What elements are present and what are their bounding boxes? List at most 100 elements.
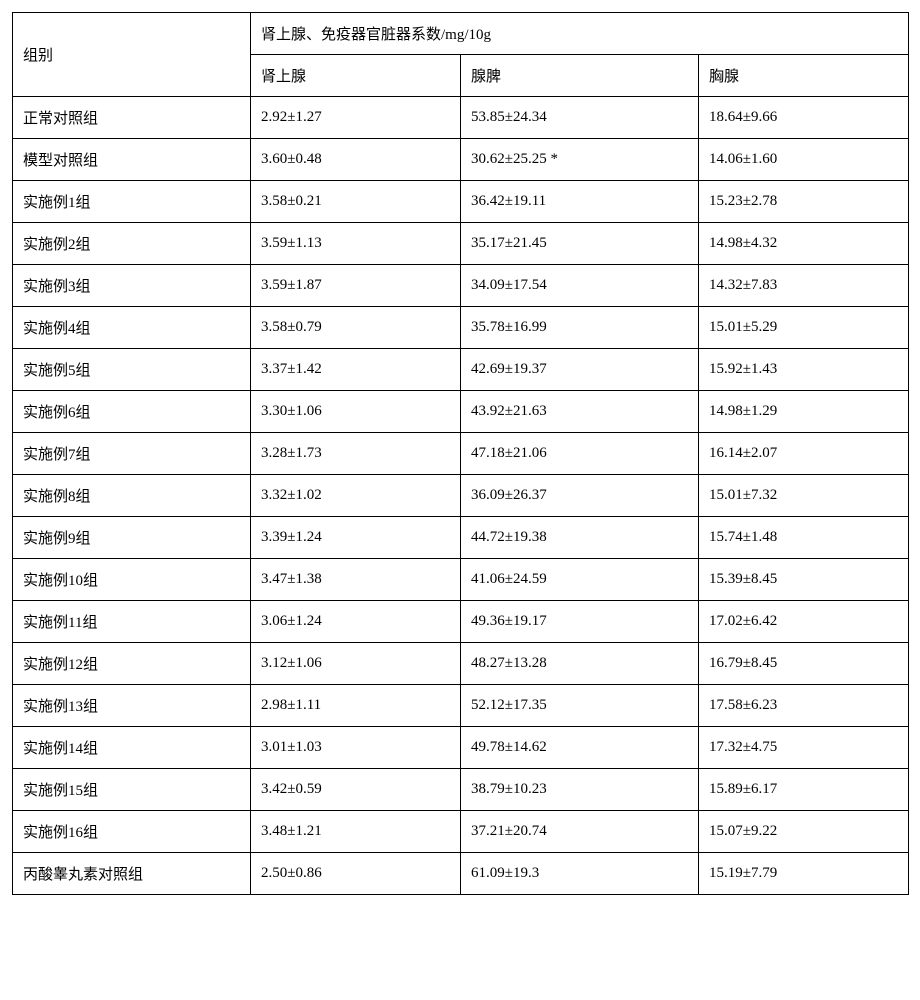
cell-thymus: 14.32±7.83 <box>699 265 909 307</box>
cell-adrenal: 3.37±1.42 <box>251 349 461 391</box>
cell-thymus: 16.14±2.07 <box>699 433 909 475</box>
cell-adrenal: 2.98±1.11 <box>251 685 461 727</box>
table-row: 实施例6组3.30±1.0643.92±21.6314.98±1.29 <box>13 391 909 433</box>
row-label: 实施例1组 <box>13 181 251 223</box>
table-row: 实施例5组3.37±1.4242.69±19.3715.92±1.43 <box>13 349 909 391</box>
cell-spleen: 36.42±19.11 <box>461 181 699 223</box>
col-header-spleen: 腺脾 <box>461 55 699 97</box>
row-label: 实施例10组 <box>13 559 251 601</box>
cell-spleen: 35.17±21.45 <box>461 223 699 265</box>
col-header-adrenal: 肾上腺 <box>251 55 461 97</box>
cell-thymus: 16.79±8.45 <box>699 643 909 685</box>
table-row: 丙酸睾丸素对照组2.50±0.8661.09±19.315.19±7.79 <box>13 853 909 895</box>
table-header-row-1: 组别 肾上腺、免疫器官脏器系数/mg/10g <box>13 13 909 55</box>
table-row: 实施例9组3.39±1.2444.72±19.3815.74±1.48 <box>13 517 909 559</box>
cell-adrenal: 3.48±1.21 <box>251 811 461 853</box>
cell-adrenal: 3.58±0.79 <box>251 307 461 349</box>
row-label: 实施例4组 <box>13 307 251 349</box>
table-row: 实施例16组3.48±1.2137.21±20.7415.07±9.22 <box>13 811 909 853</box>
cell-spleen: 37.21±20.74 <box>461 811 699 853</box>
cell-adrenal: 3.47±1.38 <box>251 559 461 601</box>
table-row: 模型对照组3.60±0.4830.62±25.25 *14.06±1.60 <box>13 139 909 181</box>
cell-spleen: 48.27±13.28 <box>461 643 699 685</box>
row-label: 实施例2组 <box>13 223 251 265</box>
cell-thymus: 17.58±6.23 <box>699 685 909 727</box>
cell-thymus: 15.19±7.79 <box>699 853 909 895</box>
cell-spleen: 41.06±24.59 <box>461 559 699 601</box>
row-label: 实施例8组 <box>13 475 251 517</box>
cell-adrenal: 3.32±1.02 <box>251 475 461 517</box>
table-row: 实施例14组3.01±1.0349.78±14.6217.32±4.75 <box>13 727 909 769</box>
cell-adrenal: 3.28±1.73 <box>251 433 461 475</box>
cell-thymus: 14.06±1.60 <box>699 139 909 181</box>
cell-thymus: 15.39±8.45 <box>699 559 909 601</box>
cell-thymus: 15.07±9.22 <box>699 811 909 853</box>
cell-thymus: 15.74±1.48 <box>699 517 909 559</box>
cell-spleen: 35.78±16.99 <box>461 307 699 349</box>
span-header: 肾上腺、免疫器官脏器系数/mg/10g <box>251 13 909 55</box>
row-label: 实施例11组 <box>13 601 251 643</box>
row-label: 实施例13组 <box>13 685 251 727</box>
cell-thymus: 15.01±7.32 <box>699 475 909 517</box>
table-body: 正常对照组2.92±1.2753.85±24.3418.64±9.66模型对照组… <box>13 97 909 895</box>
table-row: 实施例11组3.06±1.2449.36±19.1717.02±6.42 <box>13 601 909 643</box>
cell-spleen: 43.92±21.63 <box>461 391 699 433</box>
cell-adrenal: 3.01±1.03 <box>251 727 461 769</box>
table-row: 正常对照组2.92±1.2753.85±24.3418.64±9.66 <box>13 97 909 139</box>
table-row: 实施例7组3.28±1.7347.18±21.0616.14±2.07 <box>13 433 909 475</box>
row-label: 正常对照组 <box>13 97 251 139</box>
cell-thymus: 14.98±1.29 <box>699 391 909 433</box>
row-label: 模型对照组 <box>13 139 251 181</box>
cell-adrenal: 3.39±1.24 <box>251 517 461 559</box>
table-row: 实施例10组3.47±1.3841.06±24.5915.39±8.45 <box>13 559 909 601</box>
cell-thymus: 17.32±4.75 <box>699 727 909 769</box>
row-label: 实施例7组 <box>13 433 251 475</box>
cell-thymus: 17.02±6.42 <box>699 601 909 643</box>
row-label: 实施例12组 <box>13 643 251 685</box>
cell-thymus: 18.64±9.66 <box>699 97 909 139</box>
row-label: 实施例5组 <box>13 349 251 391</box>
cell-adrenal: 3.59±1.87 <box>251 265 461 307</box>
cell-adrenal: 3.30±1.06 <box>251 391 461 433</box>
row-label: 实施例14组 <box>13 727 251 769</box>
cell-spleen: 61.09±19.3 <box>461 853 699 895</box>
table-row: 实施例15组3.42±0.5938.79±10.2315.89±6.17 <box>13 769 909 811</box>
cell-adrenal: 3.58±0.21 <box>251 181 461 223</box>
table-row: 实施例4组3.58±0.7935.78±16.9915.01±5.29 <box>13 307 909 349</box>
col-header-thymus: 胸腺 <box>699 55 909 97</box>
cell-spleen: 53.85±24.34 <box>461 97 699 139</box>
cell-adrenal: 2.92±1.27 <box>251 97 461 139</box>
cell-adrenal: 3.60±0.48 <box>251 139 461 181</box>
row-label: 实施例9组 <box>13 517 251 559</box>
cell-thymus: 15.89±6.17 <box>699 769 909 811</box>
row-label: 实施例16组 <box>13 811 251 853</box>
table-row: 实施例13组2.98±1.1152.12±17.3517.58±6.23 <box>13 685 909 727</box>
cell-spleen: 52.12±17.35 <box>461 685 699 727</box>
cell-thymus: 15.01±5.29 <box>699 307 909 349</box>
cell-spleen: 30.62±25.25 * <box>461 139 699 181</box>
organ-coefficient-table: 组别 肾上腺、免疫器官脏器系数/mg/10g 肾上腺 腺脾 胸腺 正常对照组2.… <box>12 12 909 895</box>
cell-adrenal: 3.12±1.06 <box>251 643 461 685</box>
cell-thymus: 15.92±1.43 <box>699 349 909 391</box>
cell-spleen: 49.36±19.17 <box>461 601 699 643</box>
table-row: 实施例1组3.58±0.2136.42±19.1115.23±2.78 <box>13 181 909 223</box>
table-row: 实施例8组3.32±1.0236.09±26.3715.01±7.32 <box>13 475 909 517</box>
cell-spleen: 36.09±26.37 <box>461 475 699 517</box>
table-header: 组别 肾上腺、免疫器官脏器系数/mg/10g 肾上腺 腺脾 胸腺 <box>13 13 909 97</box>
row-label-header: 组别 <box>13 13 251 97</box>
table-row: 实施例3组3.59±1.8734.09±17.5414.32±7.83 <box>13 265 909 307</box>
cell-spleen: 44.72±19.38 <box>461 517 699 559</box>
row-label: 实施例15组 <box>13 769 251 811</box>
row-label: 丙酸睾丸素对照组 <box>13 853 251 895</box>
table-row: 实施例2组3.59±1.1335.17±21.4514.98±4.32 <box>13 223 909 265</box>
cell-spleen: 38.79±10.23 <box>461 769 699 811</box>
row-label: 实施例3组 <box>13 265 251 307</box>
cell-adrenal: 3.06±1.24 <box>251 601 461 643</box>
cell-thymus: 14.98±4.32 <box>699 223 909 265</box>
cell-spleen: 47.18±21.06 <box>461 433 699 475</box>
cell-spleen: 42.69±19.37 <box>461 349 699 391</box>
cell-thymus: 15.23±2.78 <box>699 181 909 223</box>
cell-adrenal: 2.50±0.86 <box>251 853 461 895</box>
cell-adrenal: 3.59±1.13 <box>251 223 461 265</box>
cell-spleen: 34.09±17.54 <box>461 265 699 307</box>
